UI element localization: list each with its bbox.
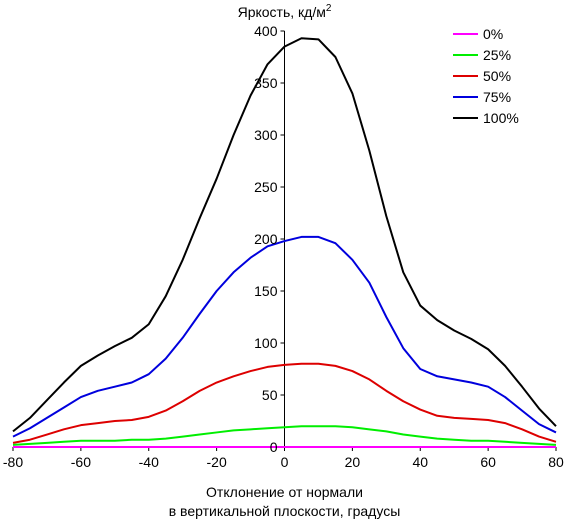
x-tick-label: -60 xyxy=(71,454,91,470)
y-axis-label: Яркость, кд/м2 xyxy=(238,3,332,20)
y-tick-label: 400 xyxy=(254,23,278,39)
series-line-2 xyxy=(12,425,557,446)
x-tick-label: 0 xyxy=(281,454,289,470)
x-tick-label: 80 xyxy=(548,454,564,470)
legend-label-5: 100% xyxy=(483,110,519,126)
x-tick-label: -80 xyxy=(3,454,23,470)
legend-label-3: 50% xyxy=(483,68,511,84)
series-line-3 xyxy=(12,362,557,444)
x-tick-label: 40 xyxy=(412,454,428,470)
y-tick-label: 0 xyxy=(270,439,278,455)
y-tick-label: 200 xyxy=(254,231,278,247)
x-tick-label: 60 xyxy=(480,454,496,470)
series-line-5 xyxy=(12,37,557,433)
x-axis-label-line-2: в вертикальной плоскости, градусы xyxy=(169,503,401,519)
y-tick-label: 50 xyxy=(262,387,278,403)
x-tick-label: -40 xyxy=(139,454,159,470)
series-lines xyxy=(12,37,557,448)
series-line-4 xyxy=(12,235,557,438)
x-tick-label: 20 xyxy=(345,454,361,470)
legend: 0% 25% 50% 75% 100% xyxy=(453,26,519,126)
legend-label-1: 0% xyxy=(483,26,503,42)
y-tick-label: 100 xyxy=(254,335,278,351)
legend-label-4: 75% xyxy=(483,89,511,105)
x-axis-label-line-1: Отклонение от нормали xyxy=(206,484,363,500)
y-tick-label: 150 xyxy=(254,283,278,299)
y-tick-label: 250 xyxy=(254,179,278,195)
y-tick-label: 350 xyxy=(254,75,278,91)
x-tick-label: -20 xyxy=(207,454,227,470)
y-axis-label-superscript: 2 xyxy=(326,3,332,14)
tick-labels: 0 50 100 150 200 250 300 350 400 -80 -60 -40 -20 0 20 4… xyxy=(3,23,564,470)
y-tick-label: 300 xyxy=(254,127,278,143)
y-axis-label-main: Яркость, кд/м xyxy=(238,4,326,20)
legend-label-2: 25% xyxy=(483,47,511,63)
